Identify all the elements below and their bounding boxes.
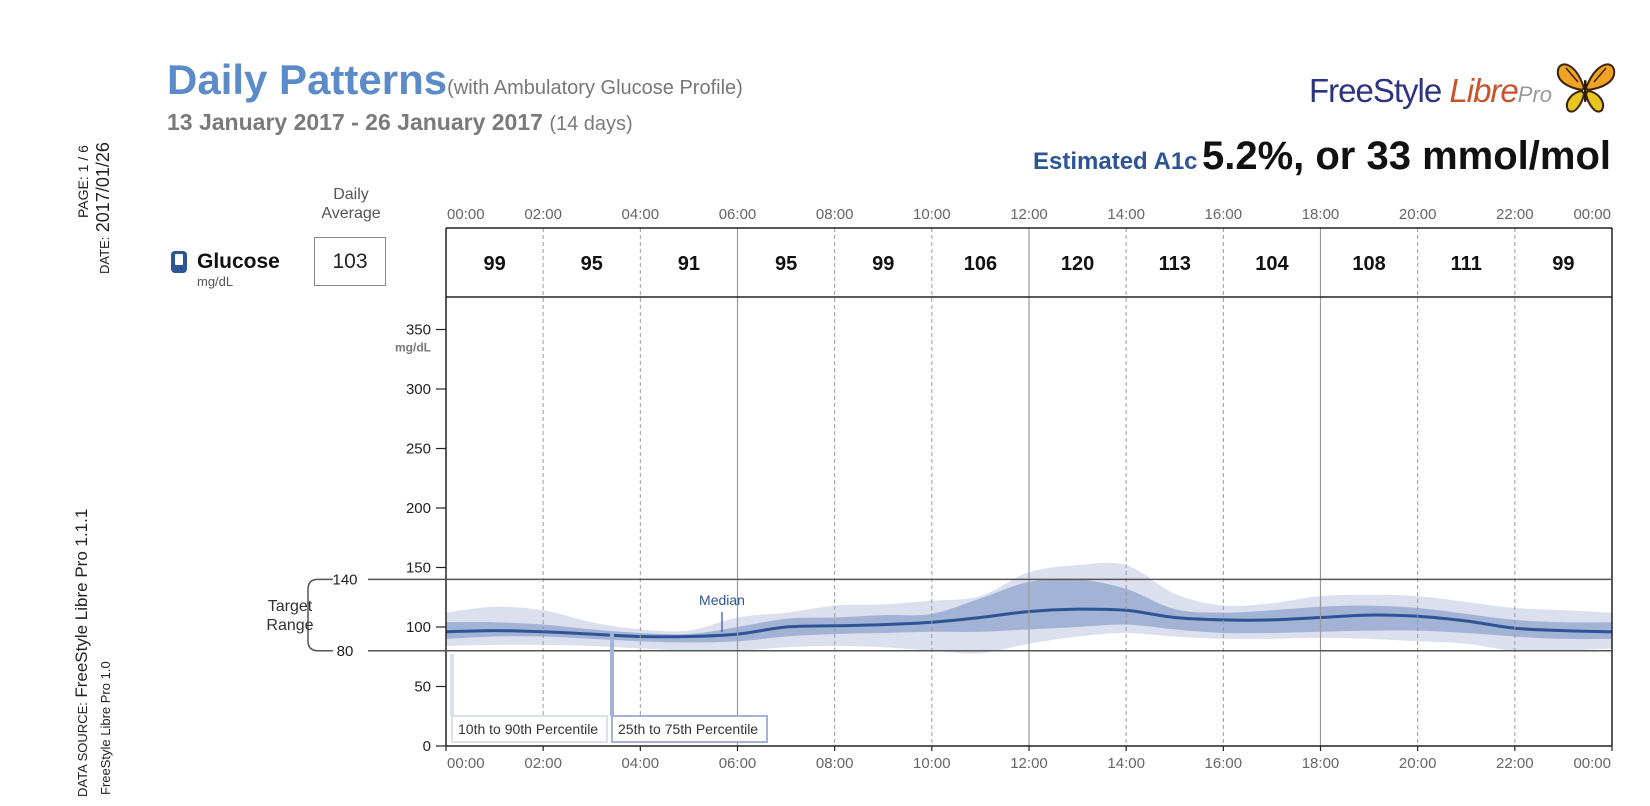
logo-text-libre: Libre (1449, 72, 1518, 109)
x-tick-bottom-7: 14:00 (1107, 755, 1145, 772)
a1c-value: 5.2%, or 33 mmol/mol (1201, 134, 1611, 178)
x-tick-top-7: 14:00 (1107, 206, 1145, 223)
y-tick-label-250: 250 (406, 441, 431, 458)
x-tick-bottom-11: 22:00 (1496, 755, 1534, 772)
legend-25-75-label: 25th to 75th Percentile (618, 721, 758, 737)
date-range-text: 13 January 2017 - 26 January 2017 (167, 109, 543, 135)
legend-10-90-label: 10th to 90th Percentile (458, 721, 598, 737)
period-average-5: 106 (964, 253, 997, 275)
legend-25-75-box (611, 715, 768, 743)
x-tick-top-5: 10:00 (913, 206, 951, 223)
x-tick-top-4: 08:00 (816, 206, 854, 223)
x-tick-top-6: 12:00 (1010, 206, 1048, 223)
logo-text-pro: Pro (1517, 82, 1553, 107)
x-tick-bottom-4: 08:00 (816, 755, 854, 772)
period-average-4: 99 (872, 253, 894, 275)
freestyle-libre-pro-logo: FreeStyle LibrePro (1309, 58, 1616, 116)
target-range-low-label: 80 (337, 643, 354, 660)
x-tick-top-9: 18:00 (1302, 206, 1340, 223)
period-average-11: 99 (1552, 253, 1574, 275)
glucose-unit: mg/dL (197, 274, 234, 289)
y-tick-label-350: 350 (406, 322, 431, 339)
period-average-6: 120 (1061, 253, 1094, 275)
legend-median-label: Median (699, 592, 745, 608)
x-tick-bottom-3: 06:00 (719, 755, 757, 772)
date-range-days: (14 days) (549, 113, 633, 135)
target-range-label-line1: Target (268, 598, 313, 615)
y-axis-unit: mg/dL (395, 341, 431, 355)
legend-10-90-box (451, 715, 608, 743)
period-average-10: 111 (1451, 253, 1482, 275)
daily-average-label: Daily Average (321, 186, 381, 222)
x-tick-bottom-8: 16:00 (1205, 755, 1243, 772)
y-tick-label-50: 50 (414, 679, 431, 696)
title-main: Daily Patterns (167, 56, 448, 103)
period-average-3: 95 (775, 253, 797, 275)
title-subtitle: (with Ambulatory Glucose Profile) (447, 77, 743, 99)
x-tick-bottom-0: 00:00 (447, 755, 485, 772)
period-average-2: 91 (678, 253, 700, 275)
a1c-label: Estimated A1c (1033, 148, 1198, 175)
y-tick-label-150: 150 (406, 560, 431, 577)
y-tick-label-200: 200 (406, 500, 431, 517)
x-tick-bottom-12: 00:00 (1573, 755, 1611, 772)
period-average-9: 108 (1352, 253, 1385, 275)
butterfly-icon (1557, 63, 1616, 113)
period-average-0: 99 (483, 253, 505, 275)
x-tick-top-3: 06:00 (719, 206, 757, 223)
y-tick-label-100: 100 (406, 619, 431, 636)
logo-text-free: FreeStyle (1309, 72, 1450, 109)
x-tick-bottom-2: 04:00 (622, 755, 660, 772)
x-tick-top-10: 20:00 (1399, 206, 1437, 223)
y-tick-label-0: 0 (423, 738, 431, 755)
x-tick-top-11: 22:00 (1496, 206, 1534, 223)
x-tick-bottom-10: 20:00 (1399, 755, 1437, 772)
x-tick-bottom-5: 10:00 (913, 755, 951, 772)
y-tick-label-300: 300 (406, 381, 431, 398)
target-range-high-label: 140 (332, 571, 357, 588)
period-average-1: 95 (581, 253, 603, 275)
period-average-8: 104 (1255, 253, 1289, 275)
x-tick-bottom-6: 12:00 (1010, 755, 1048, 772)
period-average-7: 113 (1159, 253, 1191, 275)
x-tick-top-2: 04:00 (622, 206, 660, 223)
x-tick-top-0: 00:00 (447, 206, 485, 223)
x-tick-top-1: 02:00 (524, 206, 562, 223)
daily-average-value: 103 (314, 237, 386, 286)
x-tick-top-8: 16:00 (1205, 206, 1243, 223)
x-tick-bottom-9: 18:00 (1302, 755, 1340, 772)
x-tick-bottom-1: 02:00 (524, 755, 562, 772)
target-range-bracket (307, 578, 333, 652)
date-range: 13 January 2017 - 26 January 2017 (14 da… (167, 109, 633, 136)
x-tick-top-12: 00:00 (1573, 206, 1611, 223)
sensor-reader-icon (171, 251, 187, 273)
estimated-a1c: Estimated A1c 5.2%, or 33 mmol/mol (1033, 134, 1611, 179)
page-title: Daily Patterns(with Ambulatory Glucose P… (167, 56, 743, 104)
target-range-label-line2: Range (266, 617, 313, 634)
glucose-label: Glucose (197, 250, 280, 273)
